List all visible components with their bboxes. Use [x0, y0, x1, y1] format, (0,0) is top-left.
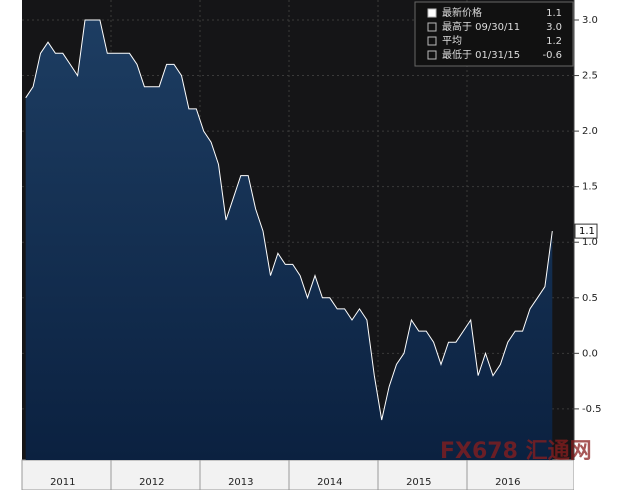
- legend-marker: [427, 50, 437, 60]
- legend-value: 1.1: [546, 8, 562, 19]
- y-axis-band: [574, 0, 630, 490]
- y-tick-label: 1.5: [582, 182, 598, 193]
- watermark: FX678 汇通网: [440, 439, 592, 464]
- y-tick-label: 0.0: [582, 348, 598, 359]
- legend-label: 最低于 01/31/15: [442, 48, 520, 61]
- x-axis-band: [21, 459, 575, 490]
- current-value: 1.1: [579, 226, 595, 237]
- legend-marker: [427, 22, 437, 32]
- y-tick-label: 2.0: [582, 126, 598, 137]
- legend-value: -0.6: [542, 50, 562, 61]
- y-tick-label: 1.0: [582, 237, 598, 248]
- current-tag: [574, 223, 598, 239]
- legend-label: 最新价格: [442, 6, 482, 19]
- area: [25, 20, 553, 460]
- y-tick-label: 3.0: [582, 15, 598, 26]
- line: [25, 19, 553, 421]
- legend-box: [414, 1, 574, 67]
- legend-marker: [427, 36, 437, 46]
- legend-label: 最高于 09/30/11: [442, 20, 520, 33]
- x-tick-label: 2013: [228, 477, 253, 488]
- y-tick-label: 2.5: [582, 71, 598, 82]
- x-tick-label: 2011: [50, 477, 75, 488]
- x-tick-label: 2015: [406, 477, 431, 488]
- legend-label: 平均: [442, 35, 462, 47]
- x-tick-label: 2012: [139, 477, 164, 488]
- legend-marker: [427, 8, 437, 18]
- x-tick-label: 2014: [317, 477, 342, 488]
- legend-value: 3.0: [546, 22, 562, 33]
- y-tick-label: -0.5: [582, 404, 602, 415]
- legend-value: 1.2: [546, 36, 562, 47]
- y-tick-label: 0.5: [582, 293, 598, 304]
- x-tick-label: 2016: [495, 477, 520, 488]
